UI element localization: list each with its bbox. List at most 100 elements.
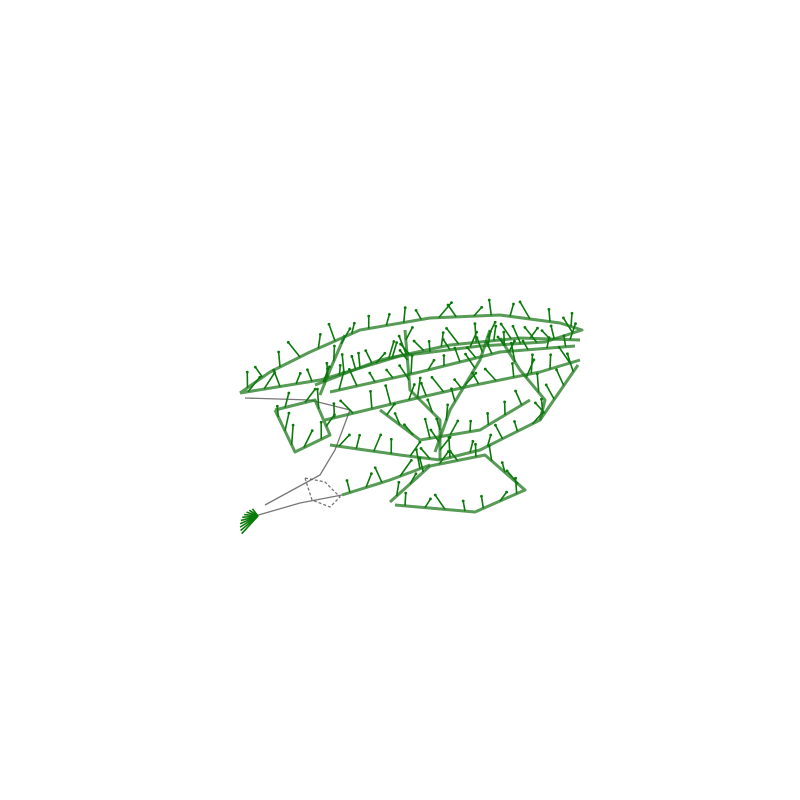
normal-tip <box>511 362 514 365</box>
normal-tip <box>385 368 389 372</box>
normal <box>398 365 410 381</box>
normal-tip <box>499 322 503 326</box>
normal-tip <box>523 326 527 329</box>
normal <box>570 313 573 327</box>
normal-tip <box>549 353 553 357</box>
normal-tip <box>513 339 516 343</box>
normal-tip <box>253 365 257 369</box>
normal-tip <box>533 401 537 405</box>
normal-tip <box>369 390 372 393</box>
normal-tip <box>480 494 483 498</box>
hidden-edges <box>244 397 351 517</box>
normal-tip <box>500 461 504 465</box>
normal <box>276 406 280 418</box>
normal <box>494 424 504 440</box>
edge <box>254 494 343 517</box>
normal <box>569 323 577 340</box>
normal-tip <box>306 368 309 372</box>
normal-tip <box>448 435 452 439</box>
normal <box>424 498 432 509</box>
normal <box>373 434 382 452</box>
normal-tip <box>418 456 422 460</box>
normal-tip <box>453 346 457 350</box>
normal <box>435 418 441 431</box>
edge <box>244 397 351 506</box>
normal <box>500 323 512 340</box>
normal <box>486 434 492 447</box>
normal <box>241 515 259 535</box>
normal-tip <box>403 423 406 427</box>
normal-tip <box>348 327 352 331</box>
normal-tip <box>446 403 450 407</box>
normal <box>340 328 351 345</box>
normal <box>534 402 546 414</box>
normal-tip <box>544 383 548 387</box>
normal <box>407 384 416 401</box>
normal-tip <box>389 437 393 441</box>
normal-tip <box>327 322 331 326</box>
normal-tip <box>328 365 331 369</box>
normal-tip <box>489 433 493 437</box>
normal-tip <box>258 375 262 379</box>
normal-tip <box>286 340 290 344</box>
normal-tip <box>485 340 488 344</box>
normal-tip <box>338 364 342 367</box>
normal <box>512 325 522 344</box>
normal-tip <box>456 419 460 423</box>
normal-tip <box>450 301 453 304</box>
normal <box>374 467 383 483</box>
normal <box>509 303 515 317</box>
normal <box>384 385 392 405</box>
normal <box>469 421 472 432</box>
normal-tip <box>313 387 317 391</box>
normal-tip <box>521 339 525 343</box>
normal-tip <box>505 490 509 494</box>
normal <box>413 340 425 352</box>
normal-tip <box>471 439 475 443</box>
normal <box>395 482 400 497</box>
normal <box>454 379 462 389</box>
normal-tip <box>298 372 302 375</box>
normal <box>447 304 457 318</box>
normal-tip <box>505 469 509 473</box>
normal <box>385 314 391 326</box>
normal <box>524 326 538 343</box>
normal-tip <box>514 476 517 480</box>
normal <box>348 369 358 387</box>
normal <box>409 441 421 457</box>
normal-tip <box>325 361 329 365</box>
normal <box>546 337 550 349</box>
normal-tip <box>357 351 360 355</box>
normal-tip <box>473 322 477 326</box>
normal-tip <box>333 413 336 417</box>
normal-tip <box>494 324 498 328</box>
normal-tip <box>358 433 362 437</box>
normal <box>295 373 302 385</box>
normal-tip <box>368 371 372 375</box>
normal <box>562 317 574 334</box>
normal <box>404 493 407 506</box>
normal <box>466 347 477 359</box>
normal-tip <box>483 367 487 371</box>
normal <box>473 306 483 317</box>
normal <box>531 411 544 425</box>
normal-tip <box>419 447 423 450</box>
normal <box>419 458 425 473</box>
normal-tip <box>475 336 479 340</box>
normal-tip <box>310 429 314 432</box>
normal <box>338 365 342 376</box>
normals <box>239 298 577 535</box>
normal <box>430 429 440 442</box>
edge <box>341 463 431 497</box>
normal-tip <box>277 350 281 354</box>
normal-tip <box>319 420 323 424</box>
normal <box>350 323 356 334</box>
normal <box>485 341 493 355</box>
normal <box>391 342 398 359</box>
normal-tip <box>486 412 490 415</box>
edge <box>314 336 581 387</box>
normal <box>548 309 551 322</box>
normal <box>399 459 412 477</box>
normal <box>540 399 544 411</box>
normal-tip <box>384 384 388 387</box>
